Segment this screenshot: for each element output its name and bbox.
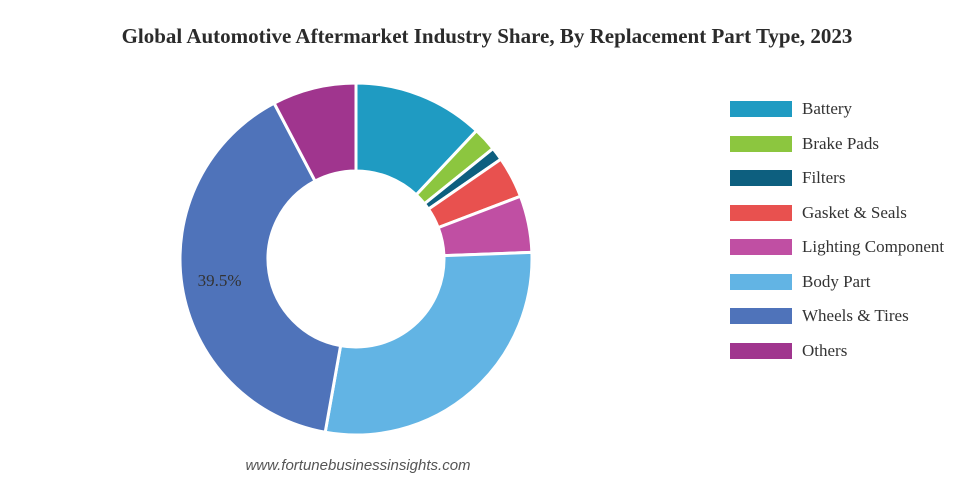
legend-item-wheels-and-tires[interactable]: Wheels & Tires [730, 299, 970, 334]
legend-swatch [730, 204, 792, 221]
legend-item-brake-pads[interactable]: Brake Pads [730, 127, 970, 162]
chart-legend: Battery Brake Pads Filters Gasket & Seals Li… [730, 92, 970, 368]
slice-wheels-and-tires[interactable] [178, 101, 343, 435]
legend-label: Wheels & Tires [802, 306, 909, 326]
slice-body-part[interactable] [323, 250, 534, 437]
legend-item-others[interactable]: Others [730, 334, 970, 369]
legend-label: Others [802, 340, 848, 360]
donut-slices [178, 81, 534, 437]
data-label-wheels-and-tires: 39.5% [198, 271, 242, 290]
legend-label: Filters [802, 168, 846, 188]
legend-item-battery[interactable]: Battery [730, 92, 970, 127]
legend-swatch [730, 101, 792, 118]
legend-label: Body Part [802, 271, 871, 291]
legend-item-filters[interactable]: Filters [730, 161, 970, 196]
legend-swatch [730, 273, 792, 290]
legend-label: Gasket & Seals [802, 202, 907, 222]
legend-label: Lighting Component [802, 237, 945, 257]
legend-swatch [730, 239, 792, 256]
chart-title: Global Automotive Aftermarket Industry S… [121, 24, 853, 48]
legend-swatch [730, 135, 792, 152]
source-text: www.fortunebusinessinsights.com [245, 457, 471, 474]
legend-swatch [730, 170, 792, 187]
legend-item-gasket-and-seals[interactable]: Gasket & Seals [730, 196, 970, 231]
legend-swatch [730, 342, 792, 359]
legend-label: Battery [802, 99, 853, 119]
legend-item-lighting-component[interactable]: Lighting Component [730, 230, 970, 265]
donut-data-labels: 39.5% [198, 271, 242, 290]
legend-swatch [730, 308, 792, 325]
legend-item-body-part[interactable]: Body Part [730, 265, 970, 300]
legend-label: Brake Pads [802, 133, 879, 153]
slice-others[interactable] [272, 81, 358, 184]
